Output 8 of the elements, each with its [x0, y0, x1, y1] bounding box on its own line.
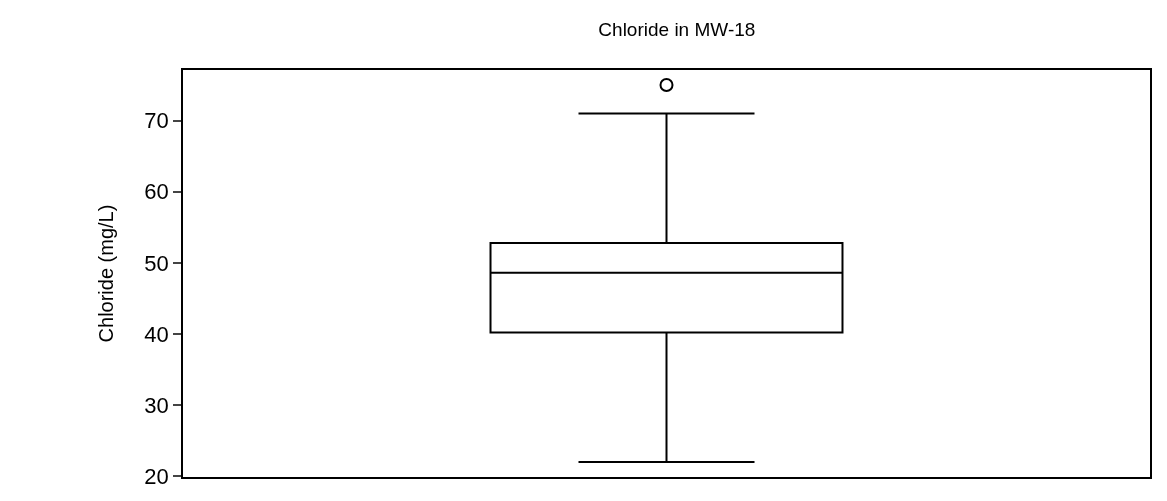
y-tick-label: 70 — [144, 108, 169, 134]
y-tick-label: 50 — [144, 250, 169, 276]
y-tick-label: 20 — [144, 463, 169, 489]
y-tick-label: 30 — [144, 392, 169, 418]
y-tick-label: 60 — [144, 179, 169, 205]
y-tick-label: 40 — [144, 321, 169, 347]
y-axis-title: Chloride (mg/L) — [95, 204, 118, 343]
chart-title: Chloride in MW-18 — [598, 18, 756, 40]
